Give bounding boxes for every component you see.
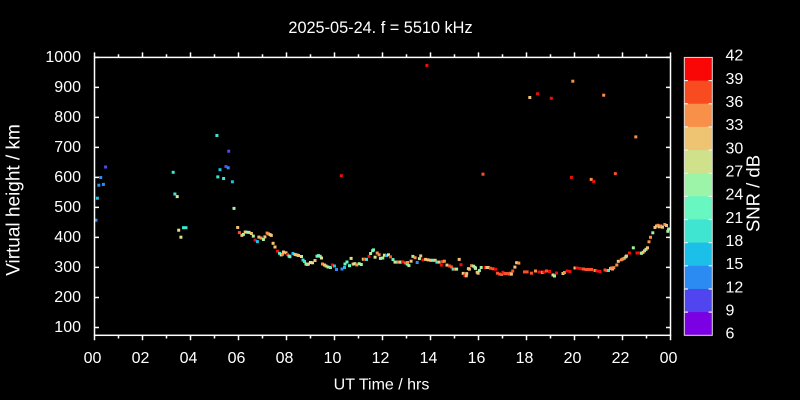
svg-text:800: 800 — [54, 109, 81, 126]
svg-text:24: 24 — [726, 187, 744, 204]
svg-text:10: 10 — [324, 350, 342, 367]
svg-text:UT Time / hrs: UT Time / hrs — [334, 377, 430, 394]
svg-text:2025-05-24. f = 5510 kHz: 2025-05-24. f = 5510 kHz — [288, 19, 472, 37]
svg-text:42: 42 — [726, 48, 744, 65]
svg-text:06: 06 — [228, 350, 246, 367]
svg-text:14: 14 — [420, 350, 438, 367]
svg-text:1000: 1000 — [45, 49, 81, 66]
svg-text:30: 30 — [726, 140, 744, 157]
svg-text:12: 12 — [372, 350, 390, 367]
svg-text:00: 00 — [660, 350, 678, 367]
svg-text:SNR / dB: SNR / dB — [743, 155, 764, 232]
svg-text:27: 27 — [726, 164, 744, 181]
svg-text:600: 600 — [54, 169, 81, 186]
svg-text:6: 6 — [726, 326, 735, 343]
svg-text:04: 04 — [180, 350, 198, 367]
svg-text:Virtual height / km: Virtual height / km — [4, 124, 25, 276]
svg-text:33: 33 — [726, 117, 744, 134]
svg-text:00: 00 — [84, 350, 102, 367]
svg-text:500: 500 — [54, 199, 81, 216]
svg-text:12: 12 — [726, 279, 744, 296]
svg-text:39: 39 — [726, 71, 744, 88]
svg-text:20: 20 — [564, 350, 582, 367]
svg-text:100: 100 — [54, 319, 81, 336]
svg-text:18: 18 — [726, 233, 744, 250]
svg-text:300: 300 — [54, 259, 81, 276]
svg-text:18: 18 — [516, 350, 534, 367]
svg-text:36: 36 — [726, 94, 744, 111]
svg-text:08: 08 — [276, 350, 294, 367]
svg-text:9: 9 — [726, 302, 735, 319]
svg-text:15: 15 — [726, 256, 744, 273]
svg-text:900: 900 — [54, 79, 81, 96]
svg-text:200: 200 — [54, 289, 81, 306]
svg-text:700: 700 — [54, 139, 81, 156]
svg-text:02: 02 — [132, 350, 150, 367]
svg-text:400: 400 — [54, 229, 81, 246]
svg-text:21: 21 — [726, 210, 744, 227]
svg-text:16: 16 — [468, 350, 486, 367]
svg-text:22: 22 — [612, 350, 630, 367]
